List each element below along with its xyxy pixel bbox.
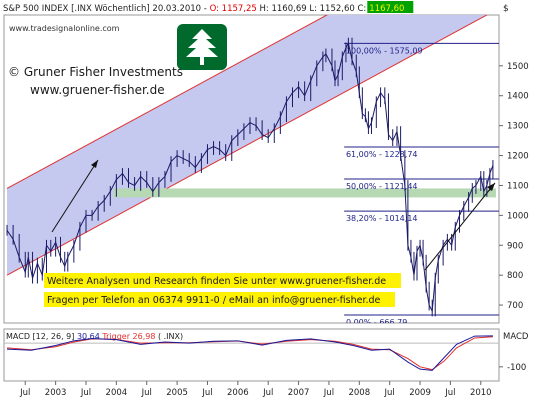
- arrow-head-2009: [487, 183, 495, 191]
- x-tick-label: 2008: [348, 388, 370, 398]
- y-tick-label: 1400: [507, 92, 529, 102]
- macd-axis-label: MACD: [503, 332, 529, 342]
- macd-y-tick-label: -100: [507, 363, 526, 373]
- x-tick-label: 2006: [227, 388, 249, 398]
- price-bars: [6, 37, 494, 317]
- info-banner-1: [44, 273, 401, 288]
- y-tick-label: 1300: [507, 122, 529, 132]
- x-tick-label: 2009: [409, 388, 431, 398]
- y-tick-label: 1500: [507, 62, 529, 72]
- y-tick-label: 700: [507, 301, 523, 311]
- x-tick-label: 2007: [288, 388, 310, 398]
- x-tick-label: 2005: [166, 388, 188, 398]
- fib-label-3: 38,20% - 1014,14: [346, 214, 418, 223]
- y-tick-label: 900: [507, 241, 523, 251]
- fib-label-0: 100,00% - 1575,09: [346, 46, 423, 55]
- macd-panel: [3, 328, 500, 382]
- macd-title: MACD [12, 26, 9] 30,64 Trigger 26,98 ( .…: [6, 332, 183, 341]
- x-tick-label: Jul: [262, 388, 273, 398]
- tree-icon: [177, 24, 227, 70]
- y-tick-label: 1200: [507, 152, 529, 162]
- header-close-badge: [367, 1, 414, 13]
- header-name: S&P 500 INDEX [.INX Wöchentlich] 20.03.2…: [3, 4, 210, 14]
- currency-label: $: [503, 4, 509, 14]
- trigger-value: Trigger 26,98: [100, 332, 156, 341]
- x-tick-label: 2010: [470, 388, 492, 398]
- x-tick-label: Jul: [80, 388, 91, 398]
- website-label: www.tradesignalonline.com: [9, 24, 120, 33]
- header-close: 1167,60: [369, 4, 404, 14]
- y-axis: 700 800 900 1000 1100 1200 1300 1400 1500: [499, 62, 529, 311]
- x-tick-label: Jul: [141, 388, 152, 398]
- x-tick-label: Jul: [384, 388, 395, 398]
- url-label: www.gruener-fisher.de: [30, 83, 165, 97]
- channel-upper-line: [6, 15, 328, 189]
- macd-value: 30,64: [77, 332, 100, 341]
- x-tick-label: Jul: [323, 388, 334, 398]
- arrow-head-2003: [91, 160, 98, 168]
- macd-line: [7, 335, 493, 371]
- channel-lower-line: [6, 15, 488, 276]
- info-banner-text-1: Weitere Analysen und Research finden Sie…: [47, 276, 386, 287]
- trend-arrow-2003: [51, 159, 99, 233]
- trend-arrow-2009: [424, 182, 496, 271]
- fibonacci-levels: 100,00% - 1575,09 61,00% - 1228,74 50,00% …: [344, 42, 499, 327]
- x-axis: Jul 2003 Jul 2004 Jul 2005 Jul 2006 Jul 2007 Jul 20…: [19, 381, 492, 398]
- y-tick-label: 1100: [507, 181, 529, 191]
- copyright-label: © Gruner Fisher Investments: [8, 65, 183, 79]
- fib-label-2: 50,00% - 1121,44: [346, 182, 418, 191]
- chart-header: S&P 500 INDEX [.INX Wöchentlich] 20.03.2…: [3, 4, 366, 14]
- x-tick-label: 2004: [106, 388, 128, 398]
- info-banner-2: [44, 292, 395, 307]
- support-zone: [113, 188, 496, 198]
- fib-label-4: 0,00% - 666,79: [346, 318, 407, 327]
- fib-label-1: 61,00% - 1228,74: [346, 150, 418, 159]
- macd-title-name: MACD [12, 26, 9]: [6, 332, 77, 341]
- x-tick-label: 2003: [45, 388, 67, 398]
- x-tick-label: Jul: [201, 388, 212, 398]
- info-banner-text-2: Fragen per Telefon an 06374 9911-0 / eMa…: [47, 295, 381, 306]
- x-tick-label: Jul: [444, 388, 455, 398]
- y-tick-label: 1000: [507, 211, 529, 221]
- macd-title-rest: ( .INX): [155, 332, 183, 341]
- header-hlc: H: 1160,69 L: 1152,60 C:: [257, 4, 366, 14]
- macd-y-axis: -100: [499, 363, 526, 373]
- x-tick-label: Jul: [19, 388, 30, 398]
- y-tick-label: 800: [507, 271, 523, 281]
- header-open: O: 1157,25: [210, 4, 257, 14]
